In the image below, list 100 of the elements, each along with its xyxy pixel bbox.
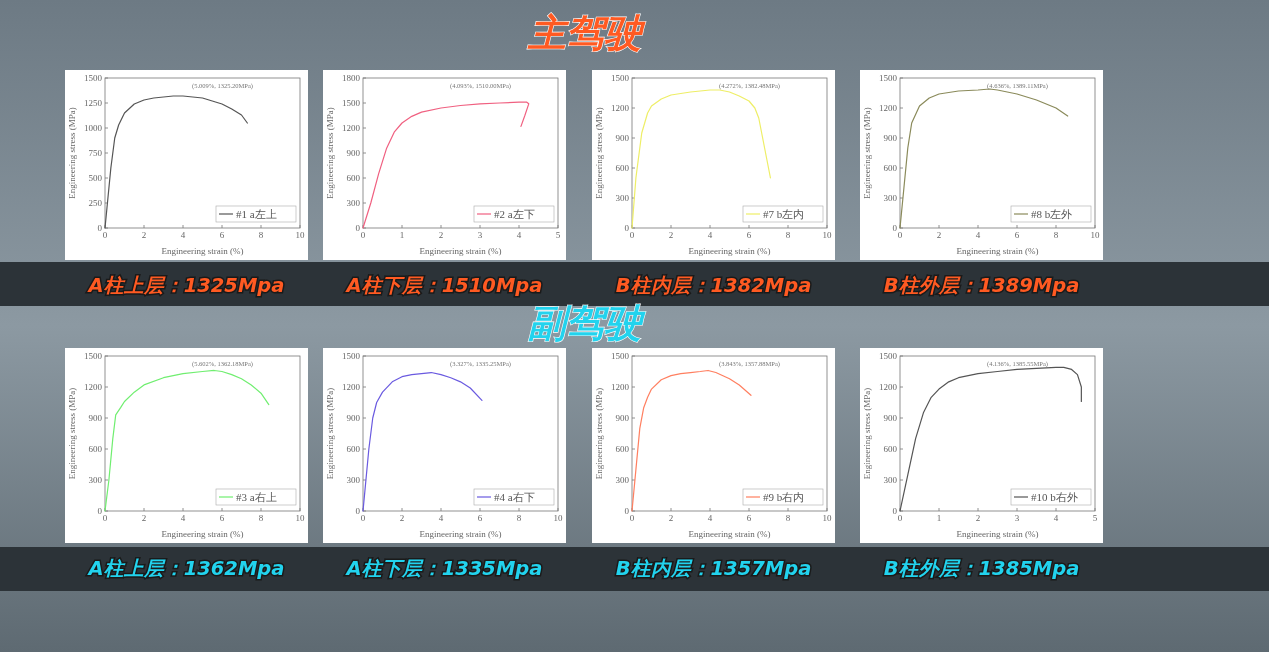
x-axis-title: Engineering strain (%) xyxy=(688,246,771,256)
y-tick-label: 1000 xyxy=(84,123,103,133)
x-tick-label: 8 xyxy=(785,230,791,240)
y-tick-label: 300 xyxy=(883,193,898,203)
x-tick-label: 3 xyxy=(477,230,483,240)
line-series xyxy=(631,89,772,229)
text: A柱下层：1510Mpa xyxy=(344,274,543,297)
y-tick-label: 1500 xyxy=(879,351,898,361)
x-tick-label: 3 xyxy=(1014,513,1020,523)
x-tick-label: 2 xyxy=(141,513,147,523)
x-tick-label: 10 xyxy=(822,513,832,523)
line-series xyxy=(899,366,1082,512)
x-tick-label: 10 xyxy=(1090,230,1100,240)
x-tick-label: 2 xyxy=(141,230,147,240)
text: B柱内层：1357Mpa xyxy=(615,557,812,580)
x-tick-label: 8 xyxy=(516,513,522,523)
y-tick-label: 300 xyxy=(346,475,361,485)
y-tick-label: 900 xyxy=(883,133,898,143)
text: A柱下层：1335Mpa xyxy=(344,557,543,580)
x-tick-label: 6 xyxy=(746,230,752,240)
x-tick-label: 8 xyxy=(258,230,264,240)
x-tick-label: 8 xyxy=(258,513,264,523)
y-tick-label: 0 xyxy=(624,223,630,233)
text: B柱外层：1389Mpa xyxy=(883,274,1080,297)
y-tick-label: 500 xyxy=(88,173,103,183)
x-tick-label: 2 xyxy=(936,230,942,240)
line-series xyxy=(362,371,483,512)
text: 主驾驶 xyxy=(527,11,646,55)
text: A柱上层：1325Mpa xyxy=(86,274,285,297)
x-tick-label: 4 xyxy=(1053,513,1059,523)
y-tick-label: 1800 xyxy=(342,73,361,83)
x-tick-label: 6 xyxy=(219,230,225,240)
y-tick-label: 300 xyxy=(88,475,103,485)
legend-label: #1 a左上 xyxy=(236,208,277,220)
y-tick-label: 1500 xyxy=(84,351,103,361)
y-tick-label: 1500 xyxy=(611,351,630,361)
y-tick-label: 0 xyxy=(97,223,103,233)
y-axis-title: Engineering stress (MPa) xyxy=(325,107,335,199)
x-tick-label: 4 xyxy=(516,230,522,240)
x-tick-label: 2 xyxy=(668,513,674,523)
y-tick-label: 250 xyxy=(88,198,103,208)
x-tick-label: 2 xyxy=(975,513,981,523)
y-tick-label: 0 xyxy=(355,223,361,233)
y-tick-label: 1500 xyxy=(342,351,361,361)
y-tick-label: 300 xyxy=(883,475,898,485)
legend-label: #8 b左外 xyxy=(1031,208,1073,220)
y-tick-label: 0 xyxy=(97,506,103,516)
x-tick-label: 8 xyxy=(1053,230,1059,240)
y-axis-title: Engineering stress (MPa) xyxy=(594,107,604,199)
x-axis-title: Engineering strain (%) xyxy=(419,246,502,256)
y-tick-label: 1500 xyxy=(879,73,898,83)
x-tick-label: 10 xyxy=(295,230,305,240)
x-tick-label: 10 xyxy=(295,513,305,523)
x-tick-label: 4 xyxy=(180,230,186,240)
x-tick-label: 6 xyxy=(219,513,225,523)
y-tick-label: 300 xyxy=(615,475,630,485)
y-tick-label: 900 xyxy=(88,413,103,423)
x-tick-label: 5 xyxy=(555,230,561,240)
y-tick-label: 1250 xyxy=(84,98,103,108)
y-tick-label: 750 xyxy=(88,148,103,158)
y-tick-label: 600 xyxy=(346,444,361,454)
x-tick-label: 6 xyxy=(1014,230,1020,240)
x-tick-label: 2 xyxy=(668,230,674,240)
y-axis-title: Engineering stress (MPa) xyxy=(67,107,77,199)
y-tick-label: 900 xyxy=(615,133,630,143)
y-axis-title: Engineering stress (MPa) xyxy=(594,387,604,480)
y-tick-label: 600 xyxy=(615,444,630,454)
y-tick-label: 900 xyxy=(615,413,630,423)
y-tick-label: 300 xyxy=(346,198,361,208)
y-tick-label: 0 xyxy=(355,506,361,516)
x-tick-label: 10 xyxy=(553,513,563,523)
y-tick-label: 1500 xyxy=(342,98,361,108)
y-tick-label: 0 xyxy=(624,506,630,516)
y-tick-label: 1500 xyxy=(84,73,103,83)
y-tick-label: 0 xyxy=(892,506,898,516)
text: B柱内层：1382Mpa xyxy=(615,274,812,297)
line-series xyxy=(631,369,752,512)
y-tick-label: 600 xyxy=(615,163,630,173)
y-tick-label: 1200 xyxy=(879,103,898,113)
line-series xyxy=(104,95,248,229)
x-axis-title: Engineering strain (%) xyxy=(956,529,1039,539)
y-tick-label: 1200 xyxy=(611,382,630,392)
legend-label: #7 b左内 xyxy=(763,208,805,220)
y-tick-label: 600 xyxy=(346,173,361,183)
y-tick-label: 1200 xyxy=(342,123,361,133)
x-tick-label: 1 xyxy=(399,230,405,240)
y-tick-label: 1200 xyxy=(611,103,630,113)
y-axis-title: Engineering stress (MPa) xyxy=(67,387,77,480)
y-tick-label: 1200 xyxy=(342,382,361,392)
legend-label: #4 a右下 xyxy=(494,491,535,503)
x-tick-label: 2 xyxy=(399,513,405,523)
x-tick-label: 5 xyxy=(1092,513,1098,523)
x-tick-label: 4 xyxy=(975,230,981,240)
x-tick-label: 4 xyxy=(438,513,444,523)
x-tick-label: 4 xyxy=(707,513,713,523)
y-tick-label: 1200 xyxy=(879,382,898,392)
y-axis-title: Engineering stress (MPa) xyxy=(862,107,872,199)
legend-label: #10 b右外 xyxy=(1031,491,1078,503)
legend-label: #2 a左下 xyxy=(494,208,535,220)
x-tick-label: 10 xyxy=(822,230,832,240)
